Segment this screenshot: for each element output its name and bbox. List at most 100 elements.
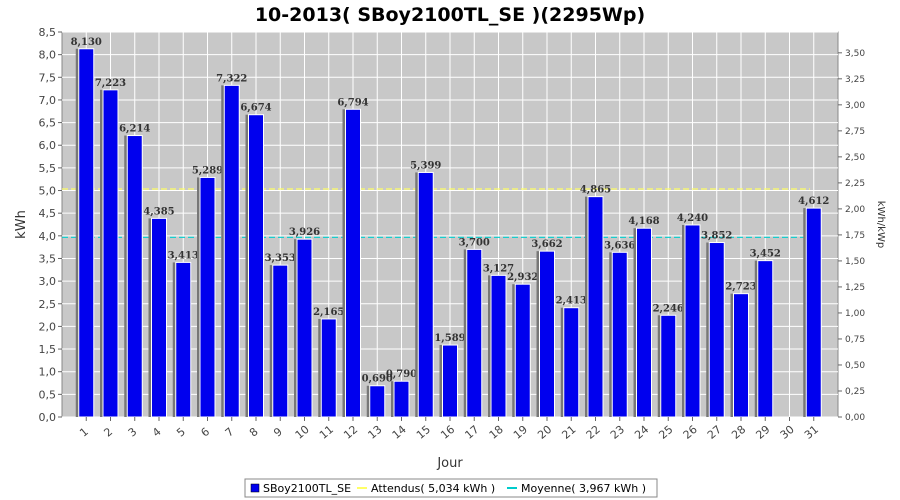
bar-value-label: 1,589 <box>434 333 465 344</box>
y2-tick-label: 1,00 <box>845 309 865 319</box>
bar-shadow <box>366 385 370 417</box>
bar-shadow <box>100 89 103 418</box>
bar <box>636 227 652 418</box>
y-tick-label: 8,0 <box>39 49 57 62</box>
x-tick-label: 17 <box>462 423 481 442</box>
bar-shadow <box>415 172 419 417</box>
x-tick-label: 14 <box>390 423 409 442</box>
y-tick-label: 7,0 <box>39 94 57 107</box>
x-tick-label: 30 <box>778 423 797 442</box>
bar-value-label: 4,168 <box>628 216 659 227</box>
bar-value-label: 6,214 <box>119 124 150 135</box>
bar-shadow <box>706 242 710 417</box>
bar-value-label: 4,240 <box>677 213 708 224</box>
bar-value-label: 4,612 <box>798 196 829 207</box>
bar <box>272 264 289 418</box>
bar-shadow <box>803 208 807 417</box>
bar <box>514 283 531 418</box>
x-tick-label: 21 <box>559 423 578 442</box>
bar <box>296 238 313 418</box>
bar-shadow <box>148 218 152 417</box>
bar-value-label: 3,413 <box>168 250 199 261</box>
bar-value-label: 8,130 <box>71 37 102 48</box>
y-tick-label: 8,5 <box>39 26 57 39</box>
y2-tick-label: 0,75 <box>845 335 865 345</box>
y-tick-label: 4,5 <box>39 207 57 220</box>
y2-tick-label: 1,50 <box>845 257 865 267</box>
bar <box>223 84 240 418</box>
bar-value-label: 2,932 <box>507 272 538 283</box>
bar-value-label: 2,165 <box>313 307 344 318</box>
bar <box>248 114 264 418</box>
bar-value-label: 6,674 <box>240 103 271 114</box>
bar-value-label: 2,413 <box>556 296 587 307</box>
x-tick-label: 29 <box>753 423 772 442</box>
legend-box <box>244 478 658 498</box>
bar <box>611 251 628 418</box>
bar-value-label: 3,926 <box>289 227 320 238</box>
bar-value-label: 3,852 <box>701 231 732 242</box>
bar <box>151 217 167 418</box>
x-tick-label: 12 <box>341 423 360 442</box>
y2-tick-label: 2,50 <box>845 153 865 163</box>
bar-value-label: 0,790 <box>386 369 417 380</box>
x-tick-label: 4 <box>150 425 164 439</box>
bar-shadow <box>560 307 564 417</box>
x-tick-label: 11 <box>317 423 336 442</box>
bar-value-label: 3,662 <box>531 239 562 250</box>
bar-shadow <box>585 196 588 417</box>
bar-shadow <box>463 249 467 417</box>
x-tick-label: 28 <box>729 423 748 442</box>
y2-tick-label: 0,50 <box>845 361 865 371</box>
bar-shadow <box>730 293 734 417</box>
bar <box>393 380 410 418</box>
x-tick-label: 22 <box>584 423 603 442</box>
bar <box>733 293 749 418</box>
x-tick-label: 15 <box>414 423 433 442</box>
x-tick-label: 3 <box>126 425 140 439</box>
bar <box>708 242 725 418</box>
bar-shadow <box>269 265 273 417</box>
bar-value-label: 3,700 <box>459 237 490 248</box>
bar-shadow <box>536 251 540 417</box>
bar-shadow <box>318 318 322 417</box>
x-tick-label: 16 <box>438 423 457 442</box>
bar-value-label: 5,399 <box>410 160 441 171</box>
y2-tick-label: 2,25 <box>845 179 865 189</box>
bar-shadow <box>221 85 225 417</box>
x-tick-label: 27 <box>705 423 724 442</box>
bar-shadow <box>682 224 685 417</box>
y-tick-label: 1,5 <box>39 343 57 356</box>
bar <box>539 250 555 418</box>
bar <box>805 207 822 418</box>
bar-shadow <box>294 239 297 417</box>
bar <box>199 176 216 418</box>
bar-shadow <box>342 109 346 418</box>
y-axis-label: kWh <box>14 210 29 239</box>
legend-label-moyenne: Moyenne( 3,967 kWh ) <box>521 482 646 495</box>
legend-label-series: SBoy2100TL_SE <box>263 482 351 495</box>
bar-shadow <box>512 284 516 417</box>
bar-shadow <box>75 48 79 418</box>
y-tick-label: 2,5 <box>39 298 57 311</box>
bar <box>442 344 458 418</box>
y-tick-label: 2,0 <box>39 320 57 333</box>
bar <box>369 385 386 418</box>
bar-value-label: 3,353 <box>265 253 296 264</box>
bar-shadow <box>754 260 758 417</box>
bar <box>126 135 143 418</box>
y2-axis-label: kWh/kWp <box>875 201 886 248</box>
bar <box>175 261 192 418</box>
bar-value-label: 4,385 <box>143 206 174 217</box>
y2-tick-label: 1,25 <box>845 283 865 293</box>
bar-shadow <box>124 135 128 417</box>
x-tick-label: 6 <box>198 425 212 439</box>
bar <box>320 318 337 418</box>
bar <box>587 196 604 418</box>
y-tick-label: 7,5 <box>39 71 57 84</box>
y2-tick-label: 2,75 <box>845 127 865 137</box>
bar-value-label: 7,322 <box>216 73 247 84</box>
x-axis-label: Jour <box>436 456 463 471</box>
x-tick-label: 31 <box>802 423 821 442</box>
